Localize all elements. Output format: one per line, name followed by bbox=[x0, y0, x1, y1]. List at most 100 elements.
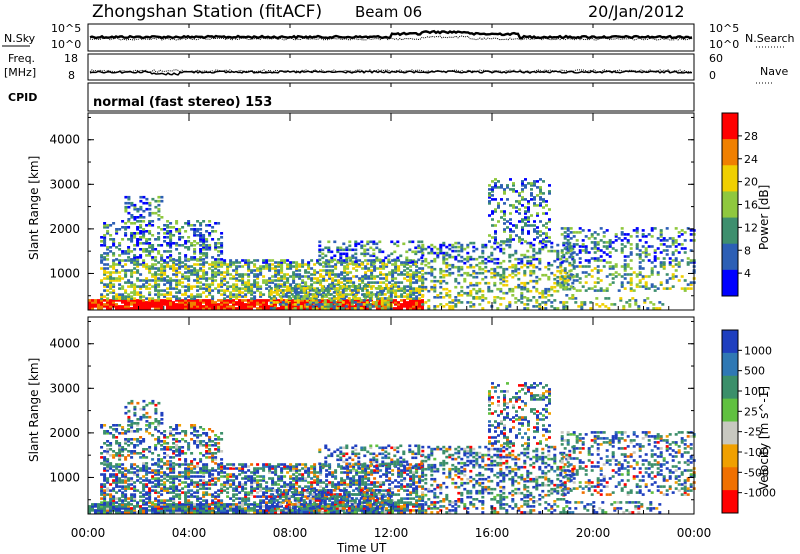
heatmap-cell bbox=[487, 289, 491, 293]
heatmap-cell bbox=[145, 254, 149, 257]
heatmap-cell bbox=[334, 507, 337, 510]
heatmap-cell bbox=[145, 497, 149, 500]
heatmap-cell bbox=[280, 275, 284, 278]
heatmap-cell bbox=[256, 283, 260, 286]
heatmap-cell bbox=[202, 507, 205, 510]
heatmap-cell bbox=[253, 295, 257, 298]
heatmap-cell bbox=[124, 505, 127, 508]
heatmap-cell bbox=[265, 485, 269, 488]
heatmap-cell bbox=[397, 287, 401, 290]
heatmap-cell bbox=[226, 273, 230, 276]
heatmap-cell bbox=[262, 299, 265, 302]
heatmap-cell bbox=[475, 263, 479, 267]
heatmap-cell bbox=[88, 303, 91, 306]
heatmap-cell bbox=[205, 254, 209, 257]
heatmap-cell bbox=[154, 469, 158, 472]
heatmap-cell bbox=[430, 267, 434, 271]
heatmap-cell bbox=[154, 503, 157, 506]
heatmap-cell bbox=[346, 279, 350, 282]
heatmap-cell bbox=[421, 281, 425, 285]
heatmap-cell bbox=[421, 287, 425, 290]
heatmap-cell bbox=[298, 265, 302, 268]
heatmap-cell bbox=[268, 265, 272, 268]
heatmap-cell bbox=[190, 479, 194, 482]
heatmap-cell bbox=[130, 234, 134, 237]
heatmap-cell bbox=[409, 293, 413, 296]
heatmap-cell bbox=[386, 307, 390, 310]
heatmap-cell bbox=[166, 293, 170, 296]
heatmap-cell bbox=[181, 507, 184, 510]
heatmap-cell bbox=[130, 250, 134, 253]
heatmap-cell bbox=[568, 287, 572, 291]
heatmap-cell bbox=[157, 485, 161, 488]
heatmap-cell bbox=[166, 279, 170, 282]
heatmap-cell bbox=[299, 291, 303, 294]
heatmap-cell bbox=[338, 293, 342, 296]
heatmap-cell bbox=[163, 232, 167, 235]
heatmap-cell bbox=[145, 307, 148, 310]
heatmap-cell bbox=[151, 477, 155, 480]
heatmap-cell bbox=[320, 303, 324, 306]
heatmap-cell bbox=[121, 485, 125, 488]
heatmap-cell bbox=[217, 465, 221, 468]
heatmap-cell bbox=[689, 259, 693, 262]
heatmap-cell bbox=[235, 259, 239, 262]
heatmap-cell bbox=[643, 301, 647, 304]
heatmap-cell bbox=[250, 479, 254, 482]
heatmap-cell bbox=[220, 265, 224, 268]
heatmap-cell bbox=[301, 259, 305, 262]
heatmap-cell bbox=[202, 238, 206, 241]
heatmap-cell bbox=[178, 261, 182, 264]
heatmap-cell bbox=[406, 507, 409, 510]
heatmap-cell bbox=[565, 287, 569, 291]
heatmap-cell bbox=[148, 303, 151, 306]
heatmap-cell bbox=[341, 301, 345, 304]
heatmap-cell bbox=[526, 287, 530, 291]
heatmap-cell bbox=[109, 283, 113, 286]
heatmap-cell bbox=[313, 263, 317, 266]
heatmap-cell bbox=[524, 186, 527, 189]
heatmap-cell bbox=[112, 271, 116, 274]
heatmap-cell bbox=[448, 307, 452, 310]
heatmap-cell bbox=[157, 477, 161, 480]
heatmap-cell bbox=[451, 271, 455, 275]
heatmap-cell bbox=[644, 255, 648, 258]
heatmap-cell bbox=[178, 289, 182, 292]
heatmap-cell bbox=[475, 247, 479, 251]
heatmap-cell bbox=[650, 285, 654, 288]
heatmap-cell bbox=[536, 232, 539, 235]
heatmap-cell bbox=[415, 281, 419, 284]
heatmap-cell bbox=[563, 271, 567, 274]
heatmap-cell bbox=[151, 471, 155, 474]
heatmap-cell bbox=[226, 265, 230, 268]
heatmap-cell bbox=[199, 487, 203, 490]
heatmap-cell bbox=[665, 249, 669, 252]
heatmap-cell bbox=[145, 467, 149, 470]
heatmap-cell bbox=[403, 509, 406, 512]
heatmap-cell bbox=[380, 303, 384, 306]
heatmap-cell bbox=[214, 263, 218, 266]
heatmap-cell bbox=[566, 227, 570, 230]
heatmap-cell bbox=[268, 511, 271, 514]
heatmap-cell bbox=[389, 287, 393, 290]
heatmap-cell bbox=[311, 289, 315, 292]
heatmap-cell bbox=[247, 267, 251, 270]
heatmap-cell bbox=[124, 507, 127, 510]
heatmap-cell bbox=[238, 497, 242, 500]
heatmap-cell bbox=[369, 254, 373, 258]
heatmap-cell bbox=[247, 265, 251, 268]
heatmap-cell bbox=[127, 479, 131, 482]
heatmap-cell bbox=[232, 475, 236, 478]
heatmap-cell bbox=[333, 254, 337, 258]
heatmap-cell bbox=[662, 257, 666, 260]
heatmap-cell bbox=[142, 250, 146, 253]
heatmap-cell bbox=[178, 471, 182, 474]
heatmap-cell bbox=[339, 254, 343, 258]
heatmap-cell bbox=[524, 218, 527, 221]
heatmap-cell bbox=[136, 242, 140, 245]
heatmap-cell bbox=[265, 487, 269, 490]
heatmap-cell bbox=[238, 473, 242, 476]
heatmap-cell bbox=[370, 275, 374, 278]
heatmap-cell bbox=[547, 277, 551, 281]
heatmap-cell bbox=[115, 271, 119, 274]
